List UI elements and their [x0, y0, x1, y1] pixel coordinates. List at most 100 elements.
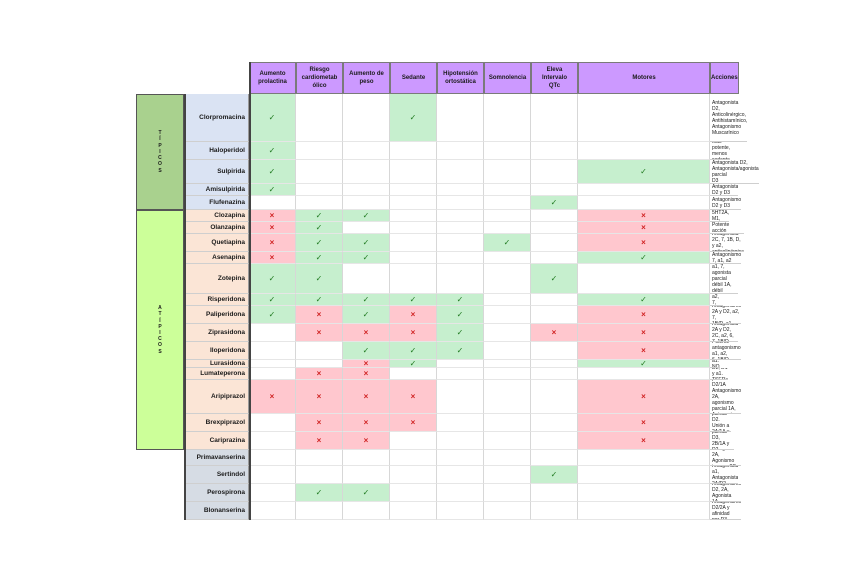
effect-cell [296, 160, 343, 184]
action-cell: Más potente, menos sedante [710, 142, 731, 160]
effect-cell [531, 252, 578, 264]
effect-cell [390, 196, 437, 210]
drug-name: Flufenazina [184, 196, 249, 210]
effect-cell: × [296, 432, 343, 450]
effect-cell [578, 368, 710, 380]
action-cell: D4, a2, a1. NO a H1 [710, 360, 720, 368]
effect-cell [249, 432, 296, 450]
action-text: Antagonismo D2/2A y afinidad [712, 502, 741, 517]
cross-mark-icon: × [316, 436, 322, 445]
effect-cell [484, 196, 531, 210]
action-text: Antihistamínico, Antagonismo [712, 117, 748, 130]
effect-cell: × [249, 252, 296, 264]
effect-cell [249, 196, 296, 210]
effect-cell [578, 484, 710, 502]
action-cell: Antagonista D2, Anticolinérgico, Antihista… [710, 94, 748, 142]
effect-cell [531, 142, 578, 160]
action-text: Agonismo parcial D3, 2B/1A y [712, 432, 730, 447]
effect-cell [249, 342, 296, 360]
effect-cell: ✓ [437, 306, 484, 324]
action-text: 6, 1B/D [712, 356, 729, 360]
effect-cell [390, 252, 437, 264]
effect-cell: × [343, 414, 390, 432]
check-mark-icon: ✓ [550, 274, 558, 283]
effect-cell [531, 94, 578, 142]
effect-cell [343, 184, 390, 196]
effect-cell [390, 210, 437, 222]
action-text: Antagonista a1, Antagonista [712, 466, 739, 481]
effect-cell [343, 466, 390, 484]
action-text: 2A, a2, 7, 1B/D [712, 294, 719, 306]
action-text: Muscarínico [712, 129, 739, 136]
column-header: Sedante [390, 62, 437, 94]
action-text: agonista parcial débil 1A, débil [712, 269, 732, 294]
cross-mark-icon: × [316, 328, 322, 337]
column-header: Eleva Intervalo QTc [531, 62, 578, 94]
effect-cell: ✓ [249, 294, 296, 306]
column-header: Aumento de peso [343, 62, 390, 94]
effect-cell: ✓ [578, 360, 710, 368]
effect-cell [249, 414, 296, 432]
cross-mark-icon: × [363, 369, 369, 378]
effect-cell [484, 380, 531, 414]
effect-cell: ✓ [249, 264, 296, 294]
drug-name: Risperidona [184, 294, 249, 306]
effect-cell [343, 450, 390, 466]
effect-cell: ✓ [437, 324, 484, 342]
check-mark-icon: ✓ [268, 310, 276, 319]
effect-cell: ✓ [343, 342, 390, 360]
check-mark-icon: ✓ [640, 253, 647, 262]
check-mark-icon: ✓ [409, 295, 417, 304]
effect-cell [531, 450, 578, 466]
effect-cell [437, 466, 484, 484]
cross-mark-icon: × [363, 392, 369, 401]
cross-mark-icon: × [316, 310, 322, 319]
drug-name: Sulpirida [184, 160, 249, 184]
effect-cell [531, 484, 578, 502]
effect-cell [437, 264, 484, 294]
effect-cell: × [249, 234, 296, 252]
effect-cell [296, 450, 343, 466]
effect-cell [390, 502, 437, 520]
action-text: 2A, 2C, H1, Potente acción [712, 222, 730, 234]
effect-cell [484, 360, 531, 368]
effect-cell [531, 368, 578, 380]
check-mark-icon: ✓ [362, 488, 370, 497]
effect-cell: ✓ [249, 184, 296, 196]
effect-cell [437, 368, 484, 380]
antipsychotic-side-effects-table: Aumento prolactina Riesgo cardiometab óli… [136, 62, 759, 524]
action-text: 2A/1A y a1 [712, 428, 730, 432]
action-text: D2. Acatisia [712, 446, 720, 450]
effect-cell: × [578, 306, 710, 324]
effect-cell: × [296, 414, 343, 432]
effect-cell: × [296, 380, 343, 414]
drug-name: Ziprasidona [184, 324, 249, 342]
effect-cell [437, 160, 484, 184]
effect-cell: ✓ [249, 94, 296, 142]
effect-cell [437, 234, 484, 252]
action-text: 1B/D, a1 [712, 320, 732, 324]
effect-cell [578, 450, 710, 466]
effect-cell: ✓ [390, 360, 437, 368]
effect-cell: ✓ [343, 210, 390, 222]
action-text: Antagonismo D2 y D3 [712, 196, 742, 209]
effect-cell [484, 94, 531, 142]
action-cell: 2A, D2, D1 y a1. TSER> H1 [710, 368, 729, 380]
effect-cell [531, 360, 578, 368]
effect-cell: ✓ [296, 234, 343, 252]
effect-cell: ✓ [296, 210, 343, 222]
group-label: A T Í P I C O S [136, 210, 184, 450]
effect-cell: ✓ [343, 294, 390, 306]
action-text: Anticolinérgico, [712, 111, 746, 118]
action-cell: Antagonista 2A y D2, 2C, a2, 6,7, 1B/D [710, 324, 739, 342]
effect-cell [249, 502, 296, 520]
effect-cell [531, 210, 578, 222]
effect-cell [437, 94, 484, 142]
check-mark-icon: ✓ [409, 113, 417, 122]
effect-cell [484, 342, 531, 360]
effect-cell [484, 502, 531, 520]
drug-name: Perospirona [184, 484, 249, 502]
check-mark-icon: ✓ [268, 274, 276, 283]
action-text: Potente antagonismo a1, a2, [712, 342, 741, 357]
effect-cell [390, 184, 437, 196]
